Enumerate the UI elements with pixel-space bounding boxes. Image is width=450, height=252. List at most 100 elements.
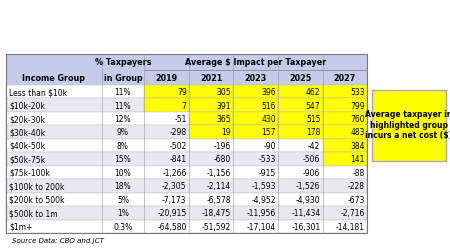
Bar [278,99,323,112]
Text: -841: -841 [170,155,187,164]
Text: -14,181: -14,181 [336,222,365,231]
Text: 396: 396 [261,88,276,97]
Bar [6,152,367,166]
Bar [6,126,367,139]
Bar [234,85,278,99]
Text: -7,173: -7,173 [162,195,187,204]
Text: 11%: 11% [115,88,131,97]
Text: $20k-30k: $20k-30k [9,115,45,123]
Bar [6,220,367,233]
Text: -11,434: -11,434 [291,208,320,217]
Text: -16,301: -16,301 [291,222,320,231]
Bar [144,85,189,99]
Text: -51: -51 [174,115,187,123]
Text: in Group: in Group [104,73,142,82]
Text: -20,915: -20,915 [158,208,187,217]
Text: 19: 19 [221,128,231,137]
Text: Income Group: Income Group [22,73,86,82]
Text: Average taxpayer in
highlighted group
incurs a net cost ($): Average taxpayer in highlighted group in… [365,110,450,139]
Text: -42: -42 [308,141,320,150]
Text: -680: -680 [214,155,231,164]
Text: 305: 305 [216,88,231,97]
Text: -1,156: -1,156 [207,168,231,177]
Text: 7: 7 [182,101,187,110]
Bar [234,126,278,139]
Text: 0.3%: 0.3% [113,222,132,231]
Text: 1%: 1% [117,208,129,217]
Text: 547: 547 [306,101,320,110]
Bar [323,152,367,166]
Bar [278,126,323,139]
Text: -18,475: -18,475 [202,208,231,217]
Text: -88: -88 [353,168,365,177]
Text: 5%: 5% [117,195,129,204]
Text: Source Data: CBO and JCT: Source Data: CBO and JCT [12,237,104,243]
Bar [144,99,189,112]
Text: -298: -298 [170,128,187,137]
Text: 2027: 2027 [334,73,356,82]
Text: $100k to 200k: $100k to 200k [9,182,65,191]
Text: 516: 516 [261,101,276,110]
Text: 2021: 2021 [200,73,222,82]
Bar [323,112,367,126]
Text: Tax Cuts and Jobs Act: Tax Cuts and Jobs Act [154,10,296,23]
Text: $50k-75k: $50k-75k [9,155,45,164]
Text: 365: 365 [216,115,231,123]
Text: $75k-100k: $75k-100k [9,168,50,177]
Bar [189,85,234,99]
Text: 533: 533 [351,88,365,97]
Text: -17,104: -17,104 [247,222,276,231]
Text: 391: 391 [217,101,231,110]
Text: 10%: 10% [114,168,131,177]
Bar [189,99,234,112]
Text: $500k to 1m: $500k to 1m [9,208,58,217]
Bar [189,126,234,139]
Bar [323,139,367,152]
Text: 799: 799 [351,101,365,110]
Text: -4,952: -4,952 [251,195,276,204]
Text: 18%: 18% [115,182,131,191]
Text: 384: 384 [351,141,365,150]
Text: 8%: 8% [117,141,129,150]
Bar [6,179,367,193]
Bar [323,126,367,139]
Text: -1,266: -1,266 [162,168,187,177]
Text: -2,114: -2,114 [207,182,231,191]
Text: 79: 79 [177,88,187,97]
Text: $1m+: $1m+ [9,222,32,231]
Text: 2023: 2023 [244,73,267,82]
Text: Less than $10k: Less than $10k [9,88,68,97]
Text: 760: 760 [351,115,365,123]
Text: $30k-40k: $30k-40k [9,128,45,137]
Text: 2025: 2025 [289,73,311,82]
Text: -502: -502 [169,141,187,150]
Text: -506: -506 [303,155,320,164]
Text: -1,526: -1,526 [296,182,320,191]
Text: Average $ Impact per Taxpayer: Average $ Impact per Taxpayer [185,58,326,67]
Bar [278,85,323,99]
Text: 430: 430 [261,115,276,123]
Text: -196: -196 [214,141,231,150]
Text: -51,592: -51,592 [202,222,231,231]
Bar [234,112,278,126]
Text: 141: 141 [351,155,365,164]
Text: -1,593: -1,593 [251,182,276,191]
Bar [189,112,234,126]
Text: 157: 157 [261,128,276,137]
Text: -2,305: -2,305 [162,182,187,191]
Text: -533: -533 [258,155,276,164]
Text: $40k-50k: $40k-50k [9,141,45,150]
Text: 2019: 2019 [155,73,178,82]
Bar [6,55,367,85]
Bar [323,99,367,112]
Text: 15%: 15% [114,155,131,164]
Text: $10k-20k: $10k-20k [9,101,45,110]
Bar [323,85,367,99]
Text: -2,716: -2,716 [341,208,365,217]
Text: 178: 178 [306,128,320,137]
Bar [278,112,323,126]
Bar [6,85,367,99]
Text: 515: 515 [306,115,320,123]
Text: -90: -90 [263,141,276,150]
Text: -673: -673 [347,195,365,204]
